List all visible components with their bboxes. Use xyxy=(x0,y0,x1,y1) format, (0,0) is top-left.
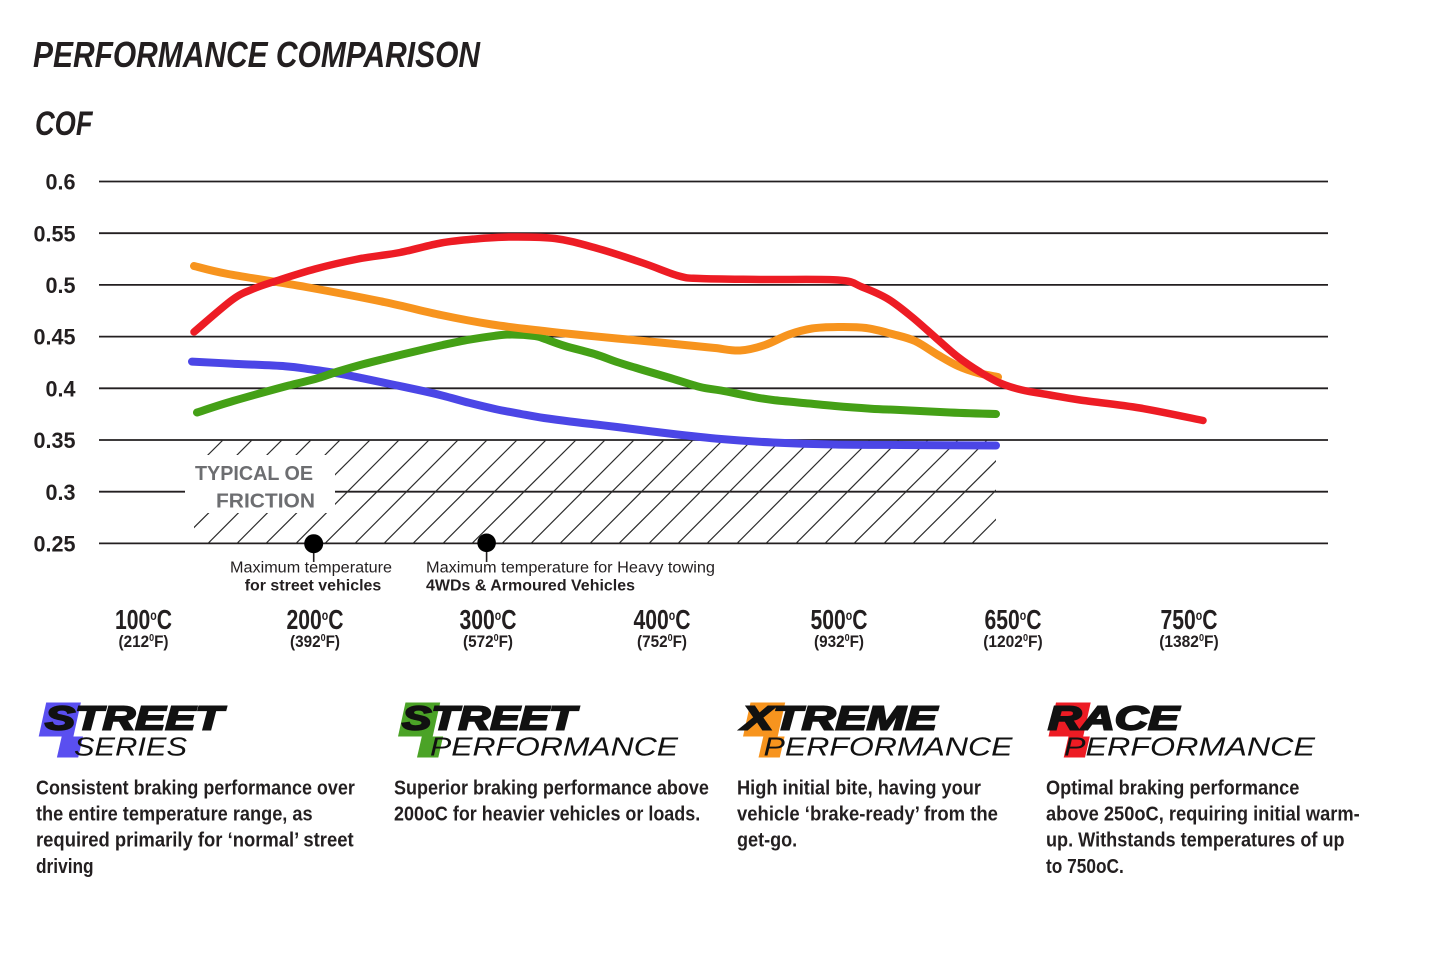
svg-text:(2120F): (2120F) xyxy=(119,632,169,651)
svg-text:XTREME: XTREME xyxy=(739,700,938,737)
svg-text:400oC: 400oC xyxy=(634,604,691,635)
svg-text:Maximum temperature for Heavy: Maximum temperature for Heavy towing xyxy=(426,560,715,577)
svg-text:up. Withstands temperatures of: up. Withstands temperatures of up xyxy=(1046,830,1345,852)
svg-text:650oC: 650oC xyxy=(985,604,1042,635)
svg-text:PERFORMANCE COMPARISON: PERFORMANCE COMPARISON xyxy=(33,34,481,75)
svg-text:get-go.: get-go. xyxy=(737,830,797,852)
svg-text:(12020F): (12020F) xyxy=(983,632,1042,651)
svg-text:above 250oC, requiring initial: above 250oC, requiring initial warm- xyxy=(1046,804,1360,826)
svg-text:required primarily for ‘normal: required primarily for ‘normal’ street xyxy=(36,830,354,852)
svg-text:0.3: 0.3 xyxy=(46,480,76,505)
svg-text:0.45: 0.45 xyxy=(34,325,76,350)
svg-text:SERIES: SERIES xyxy=(74,734,187,762)
svg-text:500oC: 500oC xyxy=(811,604,868,635)
svg-text:TYPICAL OE: TYPICAL OE xyxy=(195,463,313,485)
svg-text:STREET: STREET xyxy=(45,700,227,737)
svg-text:200oC: 200oC xyxy=(287,604,344,635)
svg-text:RACE: RACE xyxy=(1048,700,1180,737)
svg-text:the entire temperature range,: the entire temperature range, as xyxy=(36,804,313,826)
svg-text:4WDs & Armoured Vehicles: 4WDs & Armoured Vehicles xyxy=(426,578,635,595)
svg-text:Optimal braking performance: Optimal braking performance xyxy=(1046,777,1299,799)
svg-text:0.55: 0.55 xyxy=(34,221,76,246)
svg-text:COF: COF xyxy=(35,105,93,143)
svg-text:vehicle ‘brake-ready’ from the: vehicle ‘brake-ready’ from the xyxy=(737,804,998,826)
svg-text:(5720F): (5720F) xyxy=(463,632,513,651)
svg-text:750oC: 750oC xyxy=(1161,604,1218,635)
svg-text:0.5: 0.5 xyxy=(46,273,76,298)
svg-text:for street vehicles: for street vehicles xyxy=(245,578,382,595)
svg-text:STREET: STREET xyxy=(402,700,580,737)
svg-text:0.6: 0.6 xyxy=(46,170,76,195)
svg-text:Superior braking performance a: Superior braking performance above xyxy=(394,777,709,799)
svg-text:0.25: 0.25 xyxy=(34,532,76,557)
svg-text:to 750oC.: to 750oC. xyxy=(1046,856,1124,878)
svg-text:Consistent braking performance: Consistent braking performance over xyxy=(36,777,355,799)
svg-text:100oC: 100oC xyxy=(115,604,172,635)
svg-text:PERFORMANCE: PERFORMANCE xyxy=(430,734,679,762)
svg-text:Maximum temperature: Maximum temperature xyxy=(230,560,392,577)
svg-text:driving: driving xyxy=(36,856,94,878)
svg-text:FRICTION: FRICTION xyxy=(216,491,315,513)
svg-text:0.4: 0.4 xyxy=(46,376,76,401)
svg-text:200oC for heavier vehicles or: 200oC for heavier vehicles or loads. xyxy=(394,804,700,826)
svg-text:(13820F): (13820F) xyxy=(1159,632,1218,651)
svg-text:(3920F): (3920F) xyxy=(290,632,340,651)
svg-text:300oC: 300oC xyxy=(460,604,517,635)
svg-text:0.35: 0.35 xyxy=(34,428,76,453)
svg-text:PERFORMANCE: PERFORMANCE xyxy=(764,734,1014,762)
svg-text:PERFORMANCE: PERFORMANCE xyxy=(1064,734,1316,762)
svg-text:(9320F): (9320F) xyxy=(814,632,864,651)
svg-text:(7520F): (7520F) xyxy=(637,632,687,651)
svg-text:High initial bite, having your: High initial bite, having your xyxy=(737,777,981,799)
